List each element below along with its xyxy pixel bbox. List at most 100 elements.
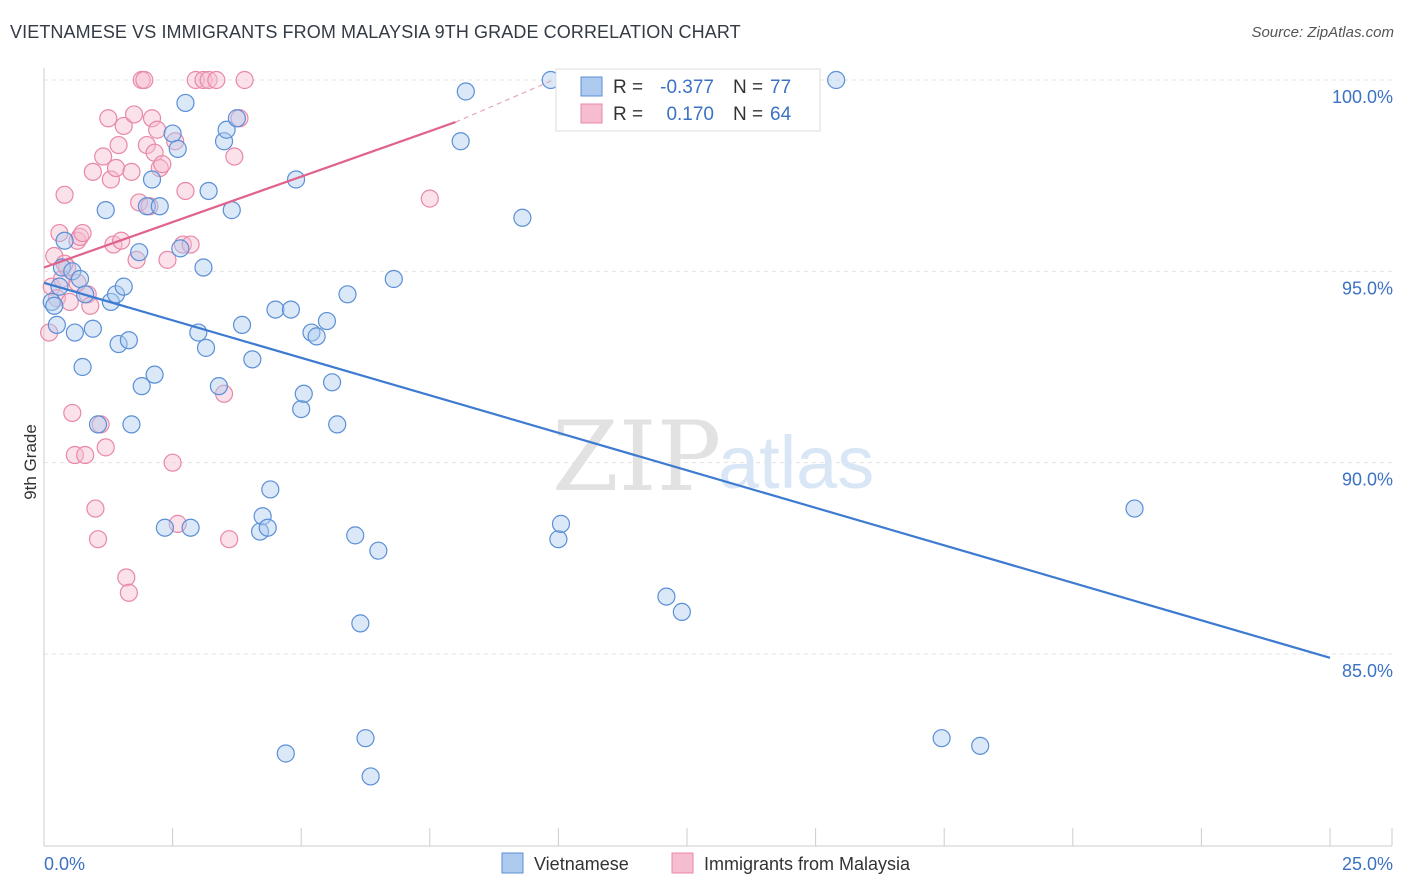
data-point-malaysia xyxy=(114,116,133,136)
data-point-malaysia xyxy=(153,155,172,174)
y-tick-label: 100.0% xyxy=(1332,87,1393,107)
data-point-malaysia xyxy=(96,438,115,457)
data-point-vietnamese xyxy=(122,415,141,434)
data-point-vietnamese xyxy=(88,415,108,434)
data-point-malaysia xyxy=(106,158,126,178)
series-immigrants-from-malaysia-points xyxy=(40,70,439,602)
data-point-malaysia xyxy=(135,70,154,90)
bottom-legend: Vietnamese Immigrants from Malaysia xyxy=(501,852,911,874)
legend-r-value-vietnamese: -0.377 xyxy=(660,77,714,98)
data-point-vietnamese xyxy=(253,507,272,526)
legend-r-label-vietnamese: R = xyxy=(613,77,643,98)
data-point-vietnamese xyxy=(317,311,337,331)
data-point-vietnamese xyxy=(351,614,370,633)
data-point-malaysia xyxy=(122,162,141,181)
x-tick-label-min: 0.0% xyxy=(44,854,85,874)
data-point-vietnamese xyxy=(150,197,169,216)
watermark-zip: ZIP xyxy=(552,401,721,513)
data-point-vietnamese xyxy=(971,736,990,755)
grid-lines: 85.0% 90.0% 95.0% 100.0% xyxy=(44,79,1393,681)
data-point-malaysia xyxy=(176,181,195,201)
data-point-vietnamese xyxy=(214,132,234,151)
data-point-vietnamese xyxy=(130,243,149,262)
data-point-vietnamese xyxy=(142,170,162,189)
chart-title: VIETNAMESE VS IMMIGRANTS FROM MALAYSIA 9… xyxy=(10,22,741,42)
data-point-vietnamese xyxy=(96,201,115,220)
data-point-vietnamese xyxy=(132,377,151,396)
legend-n-value-malaysia: 64 xyxy=(770,104,792,125)
data-point-vietnamese xyxy=(194,258,213,277)
bottom-legend-label-malaysia: Immigrants from Malaysia xyxy=(704,854,911,874)
data-point-vietnamese xyxy=(551,514,571,533)
watermark: ZIP atlas xyxy=(552,401,874,513)
bottom-legend-swatch-vietnamese xyxy=(501,852,524,874)
y-tick-label: 95.0% xyxy=(1342,278,1393,298)
data-point-vietnamese xyxy=(47,315,66,335)
data-point-malaysia xyxy=(207,70,226,90)
data-point-vietnamese xyxy=(456,82,475,101)
trend-line-vietnamese xyxy=(43,281,1331,659)
data-point-vietnamese xyxy=(155,518,174,537)
bottom-legend-swatch-malaysia xyxy=(671,852,694,874)
data-point-malaysia xyxy=(99,109,118,128)
y-axis-label: 9th Grade xyxy=(21,424,40,500)
data-point-malaysia xyxy=(186,70,205,90)
data-point-malaysia xyxy=(55,185,74,204)
legend-n-label-malaysia: N = xyxy=(733,104,763,125)
data-point-malaysia xyxy=(76,445,95,465)
legend-swatch-vietnamese xyxy=(580,76,603,97)
data-point-vietnamese xyxy=(1125,499,1144,518)
data-point-vietnamese xyxy=(281,300,301,319)
data-point-vietnamese xyxy=(549,530,568,549)
legend-swatch-malaysia xyxy=(580,103,603,124)
bottom-legend-label-vietnamese: Vietnamese xyxy=(534,854,629,874)
data-point-malaysia xyxy=(420,189,439,208)
watermark-atlas: atlas xyxy=(718,421,874,504)
axes: 9th Grade 0.0% 25.0% xyxy=(21,68,1393,874)
data-point-malaysia xyxy=(225,147,244,166)
y-tick-label: 85.0% xyxy=(1342,661,1393,681)
data-point-malaysia xyxy=(63,403,82,423)
data-point-malaysia xyxy=(94,147,113,166)
data-point-vietnamese xyxy=(181,518,200,537)
trend-lines xyxy=(43,79,1331,659)
data-point-vietnamese xyxy=(294,384,313,403)
data-point-malaysia xyxy=(73,223,92,243)
legend-r-label-malaysia: R = xyxy=(613,104,643,125)
data-point-vietnamese xyxy=(451,132,470,151)
x-tick-label-max: 25.0% xyxy=(1342,854,1393,874)
data-point-malaysia xyxy=(60,292,79,312)
data-point-vietnamese xyxy=(657,587,676,606)
data-point-malaysia xyxy=(235,70,254,90)
data-point-malaysia xyxy=(117,568,136,587)
data-point-vietnamese xyxy=(45,296,64,315)
data-point-vietnamese xyxy=(322,373,342,392)
data-point-vietnamese xyxy=(307,327,326,346)
data-point-vietnamese xyxy=(932,729,951,748)
data-point-malaysia xyxy=(158,250,177,269)
data-point-vietnamese xyxy=(346,526,365,545)
data-point-malaysia xyxy=(88,530,108,549)
data-point-vietnamese xyxy=(137,197,156,216)
data-point-vietnamese xyxy=(114,277,133,296)
data-point-vietnamese xyxy=(292,399,311,419)
data-point-vietnamese xyxy=(356,729,375,748)
data-point-vietnamese xyxy=(672,602,691,622)
data-point-vietnamese xyxy=(266,300,285,319)
data-point-malaysia xyxy=(220,530,239,549)
data-point-malaysia xyxy=(137,135,156,155)
data-point-malaysia xyxy=(148,120,167,139)
data-point-vietnamese xyxy=(70,269,90,289)
data-point-vietnamese xyxy=(171,239,190,258)
data-point-malaysia xyxy=(101,170,120,189)
data-point-malaysia xyxy=(163,453,182,472)
legend-n-value-vietnamese: 77 xyxy=(770,77,791,98)
trend-line-malaysia xyxy=(43,121,456,269)
data-point-vietnamese xyxy=(209,377,228,396)
data-point-vietnamese xyxy=(163,124,182,143)
data-point-malaysia xyxy=(86,499,105,518)
data-point-vietnamese xyxy=(196,338,216,357)
data-point-vietnamese xyxy=(369,541,388,560)
data-point-malaysia xyxy=(194,70,213,90)
series-vietnamese-points xyxy=(42,70,1144,786)
